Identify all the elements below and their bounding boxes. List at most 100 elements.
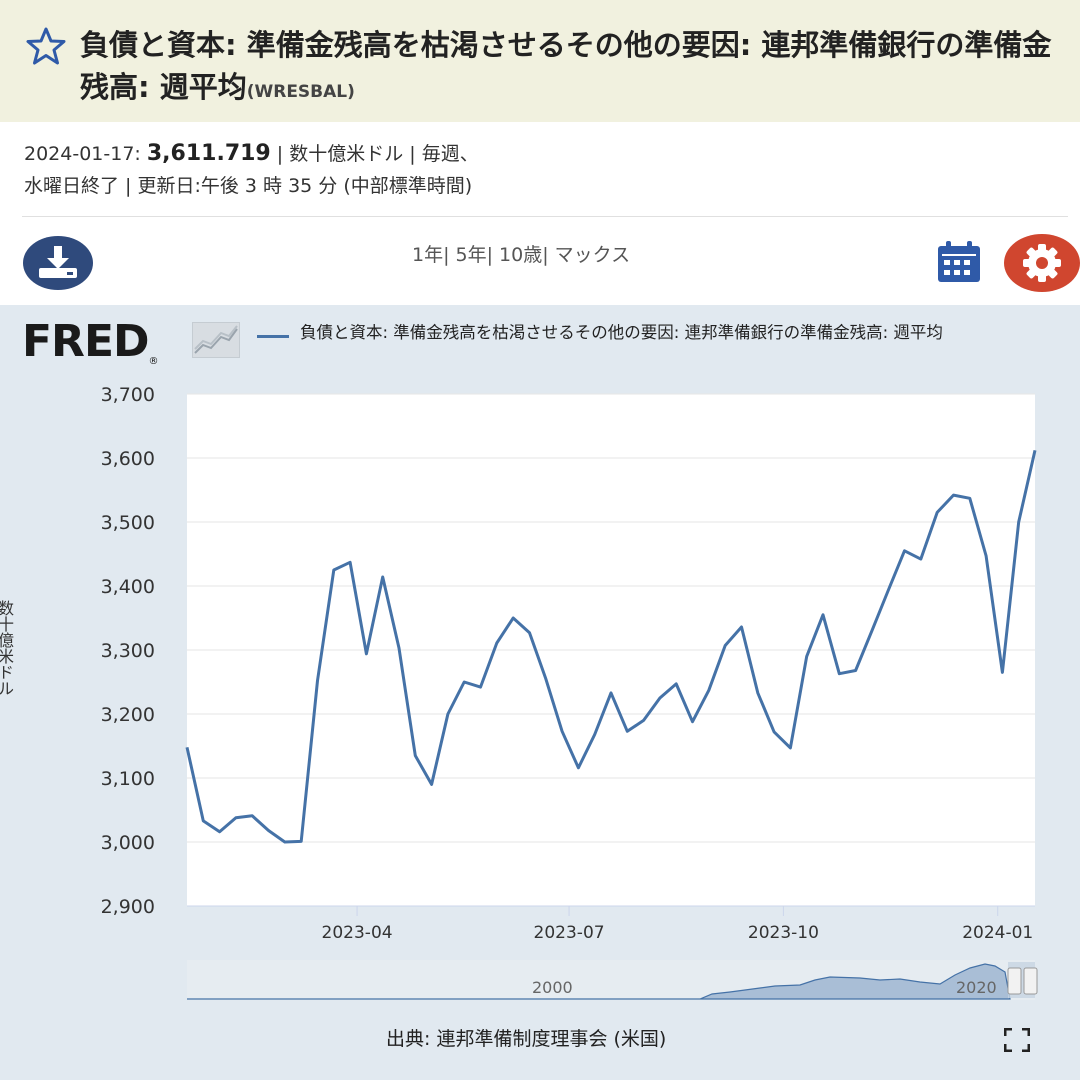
y-tick-label: 3,500 <box>101 512 155 534</box>
data-point[interactable] <box>851 665 861 675</box>
y-tick-label: 3,000 <box>101 832 155 854</box>
data-point[interactable] <box>541 674 551 684</box>
data-point[interactable] <box>329 565 339 575</box>
meta-value: 3,611.719 <box>146 141 271 166</box>
data-point[interactable] <box>785 743 795 753</box>
navigator-handle-right[interactable] <box>1023 967 1038 995</box>
meta-date: 2024-01-17: <box>24 143 141 165</box>
meta-line-2: 水曜日終了 | 更新日:午後 3 時 35 分 (中部標準時間) <box>24 175 473 197</box>
data-point[interactable] <box>883 585 893 595</box>
y-tick-label: 3,700 <box>101 384 155 406</box>
meta-line-1: 2024-01-17: 3,611.719 | 数十億米ドル | 毎週、 <box>24 138 1024 170</box>
data-point[interactable] <box>802 651 812 661</box>
data-point[interactable] <box>476 682 486 692</box>
data-point[interactable] <box>427 779 437 789</box>
meta-units-frequency: | 数十億米ドル | 毎週、 <box>276 143 479 165</box>
data-point[interactable] <box>736 622 746 632</box>
source-credit: 出典: 連邦準備制度理事会 (米国) <box>386 1028 667 1050</box>
data-point[interactable] <box>590 729 600 739</box>
series-code: (WRESBAL) <box>246 82 355 102</box>
navigator[interactable]: 2000 2020 <box>187 960 1038 1000</box>
data-point[interactable] <box>753 688 763 698</box>
fred-logo-text: FRED <box>22 316 150 367</box>
data-point[interactable] <box>655 693 665 703</box>
data-point[interactable] <box>443 709 453 719</box>
navigator-handle-left[interactable] <box>1007 967 1022 995</box>
data-point[interactable] <box>264 825 274 835</box>
legend-swatch <box>257 335 289 338</box>
series-meta: 2024-01-17: 3,611.719 | 数十億米ドル | 毎週、 水曜日… <box>24 138 1024 202</box>
fred-logo-mark: ® <box>148 356 159 367</box>
gear-icon <box>1023 244 1061 282</box>
data-point[interactable] <box>280 837 290 847</box>
navigator-label-2020: 2020 <box>956 978 997 997</box>
data-point[interactable] <box>378 572 388 582</box>
data-point[interactable] <box>948 490 958 500</box>
y-tick-label: 3,200 <box>101 704 155 726</box>
data-point[interactable] <box>182 742 192 752</box>
data-point[interactable] <box>459 677 469 687</box>
data-point[interactable] <box>557 726 567 736</box>
data-point[interactable] <box>198 816 208 826</box>
data-point[interactable] <box>932 507 942 517</box>
data-point[interactable] <box>834 669 844 679</box>
data-point[interactable] <box>312 676 322 686</box>
page-title: 負債と資本: 準備金残高を枯渇させるその他の要因: 連邦準備銀行の準備金残高: … <box>80 24 1055 113</box>
navigator-label-2000: 2000 <box>532 978 573 997</box>
title-bar: 負債と資本: 準備金残高を枯渇させるその他の要因: 連邦準備銀行の準備金残高: … <box>0 0 1080 122</box>
data-point[interactable] <box>720 641 730 651</box>
data-point[interactable] <box>622 726 632 736</box>
settings-button[interactable] <box>1004 234 1080 292</box>
data-point[interactable] <box>867 626 877 636</box>
data-point[interactable] <box>573 763 583 773</box>
data-point[interactable] <box>231 813 241 823</box>
data-point[interactable] <box>900 546 910 556</box>
data-point[interactable] <box>965 493 975 503</box>
data-point[interactable] <box>492 638 502 648</box>
data-point[interactable] <box>997 667 1007 677</box>
x-tick-label: 2024-01 <box>962 923 1033 943</box>
y-tick-label: 3,600 <box>101 448 155 470</box>
y-axis: 2,900 3,000 3,100 3,200 3,300 3,400 3,500 3,600… <box>101 384 155 918</box>
fred-graph-icon <box>192 322 240 358</box>
data-point[interactable] <box>704 685 714 695</box>
data-point[interactable] <box>1014 517 1024 527</box>
data-point[interactable] <box>296 836 306 846</box>
fullscreen-icon[interactable] <box>1004 1028 1030 1052</box>
y-tick-label: 3,100 <box>101 768 155 790</box>
x-axis: 2023-04 2023-07 2023-10 2024-01 <box>187 905 1035 943</box>
divider <box>22 216 1068 217</box>
data-point[interactable] <box>524 628 534 638</box>
data-point[interactable] <box>671 679 681 689</box>
grid-lines <box>187 393 1035 907</box>
data-point[interactable] <box>769 727 779 737</box>
y-tick-label: 3,300 <box>101 640 155 662</box>
y-tick-label: 2,900 <box>101 896 155 918</box>
calendar-icon[interactable] <box>936 240 982 284</box>
legend-entry[interactable]: 負債と資本: 準備金残高を枯渇させるその他の要因: 連邦準備銀行の準備金残高: … <box>300 323 943 342</box>
star-icon[interactable] <box>26 26 66 66</box>
download-icon <box>39 246 77 278</box>
download-button[interactable] <box>23 236 93 290</box>
series-group <box>182 445 1040 847</box>
data-point[interactable] <box>688 717 698 727</box>
data-point[interactable] <box>1030 445 1040 455</box>
title-main: 負債と資本: 準備金残高を枯渇させるその他の要因: 連邦準備銀行の準備金残高: … <box>80 28 1052 104</box>
data-point[interactable] <box>215 827 225 837</box>
navigator-series <box>187 963 1011 1000</box>
data-point[interactable] <box>639 715 649 725</box>
data-point[interactable] <box>394 643 404 653</box>
series-line[interactable] <box>185 449 1037 844</box>
fred-logo: FRED® <box>22 316 159 367</box>
data-point[interactable] <box>981 551 991 561</box>
data-point[interactable] <box>508 613 518 623</box>
data-point[interactable] <box>606 688 616 698</box>
data-point[interactable] <box>345 557 355 567</box>
data-point[interactable] <box>410 751 420 761</box>
data-point[interactable] <box>247 811 257 821</box>
data-point[interactable] <box>916 554 926 564</box>
date-range-selector[interactable]: 1年| 5年| 10歳| マックス <box>412 244 631 266</box>
data-point[interactable] <box>361 649 371 659</box>
data-point[interactable] <box>818 610 828 620</box>
